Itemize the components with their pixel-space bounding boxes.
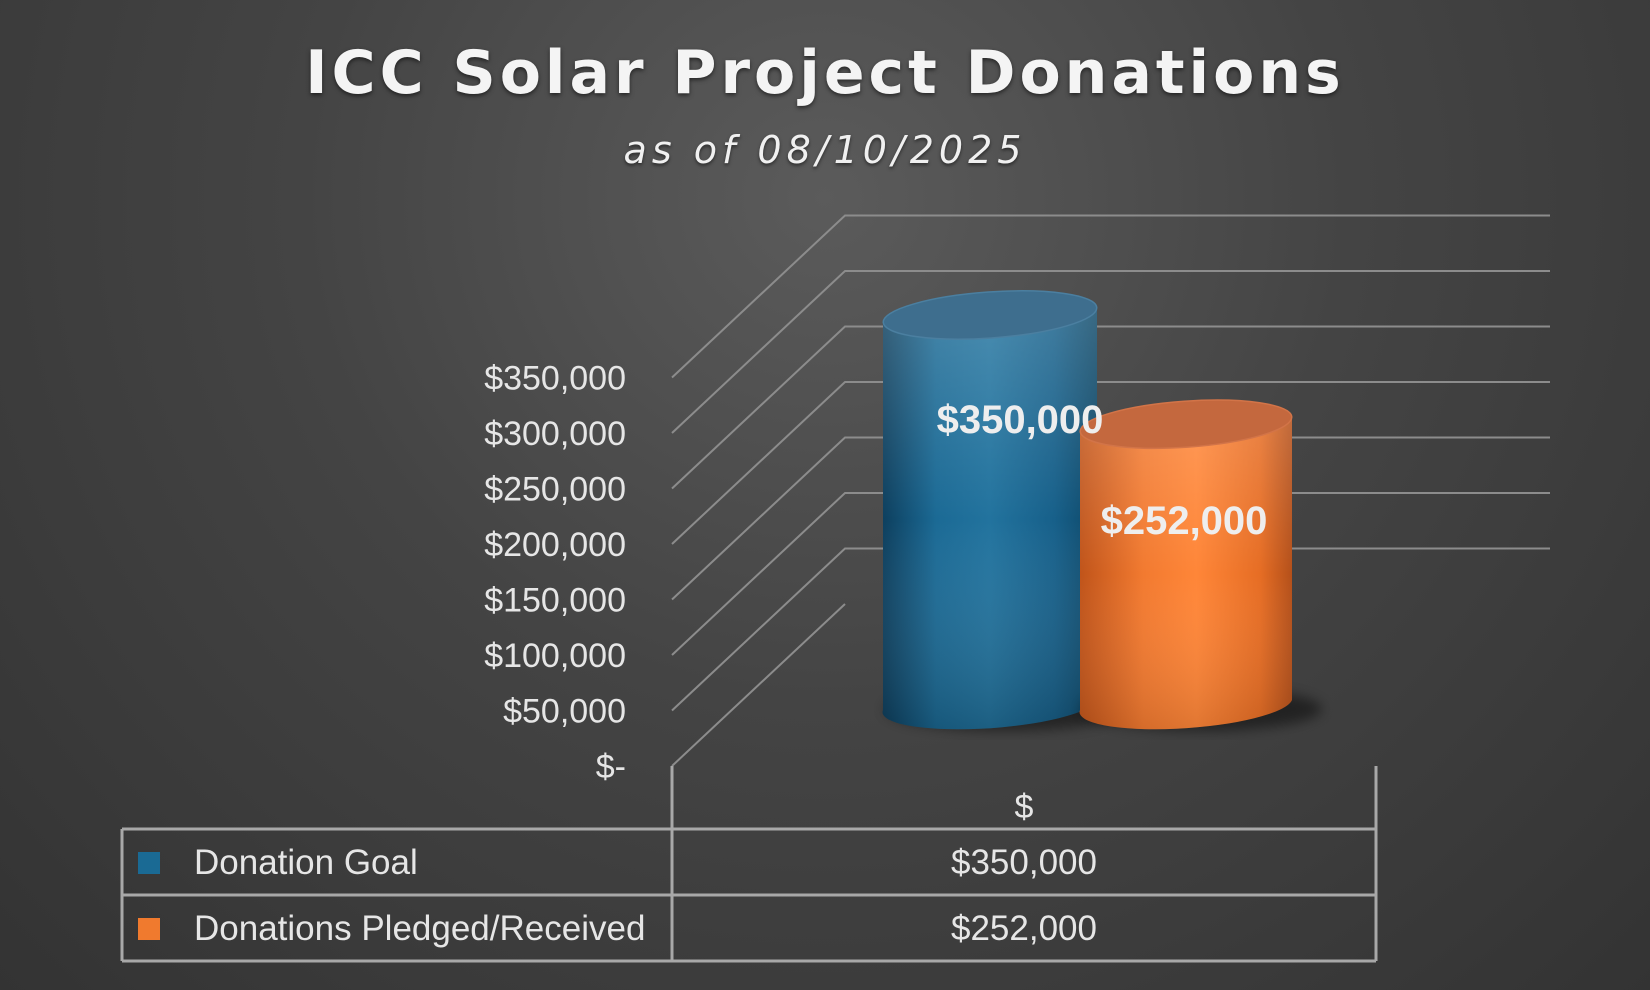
data-table: $ Donation Goal $350,000 Donations Pledged/… [120,766,1378,963]
y-tick-label: $50,000 [503,693,626,731]
bar-body-shading [1079,419,1292,730]
chart-subtitle: as of 08/10/2025 [623,128,1027,172]
gridline [671,492,1550,656]
x-category-label: $ [1015,788,1034,826]
gridlines [671,214,1550,767]
legend-swatch [138,918,160,940]
y-tick-label: $250,000 [484,471,626,509]
y-tick-label: $350,000 [484,360,626,398]
gridline [671,547,1550,712]
gridline [671,270,1550,434]
legend-label: Donation Goal [194,843,418,882]
gridline [671,325,1550,490]
bar-donation-goal [882,290,1127,731]
data-labels: $350,000 $252,000 [937,398,1268,543]
gridline [671,381,1550,545]
data-label: $252,000 [1101,499,1268,543]
y-axis-tick-labels: $- $50,000 $100,000 $150,000 $200,000 $250,00… [484,360,626,787]
legend-label: Donations Pledged/Received [194,909,645,948]
legend-swatch [138,852,160,874]
table-value: $252,000 [951,909,1097,948]
bar-top [882,290,1098,340]
bar-top [1079,399,1293,450]
floor-edge [671,603,846,767]
bar-donations-pledged [1079,399,1322,731]
gridline [671,214,1550,379]
y-tick-label: $200,000 [484,526,626,564]
y-tick-label: $300,000 [484,415,626,453]
table-row: Donations Pledged/Received $252,000 [138,909,1097,948]
y-tick-label: $100,000 [484,637,626,675]
table-value: $350,000 [951,843,1097,882]
gridline [671,436,1550,601]
data-label: $350,000 [937,398,1104,442]
table-row: Donation Goal $350,000 [138,843,1097,882]
bar-body-shading [882,310,1097,730]
bars [882,290,1322,731]
chart-title: ICC Solar Project Donations [305,38,1345,108]
y-tick-label: $- [596,748,626,786]
y-tick-label: $150,000 [484,582,626,620]
